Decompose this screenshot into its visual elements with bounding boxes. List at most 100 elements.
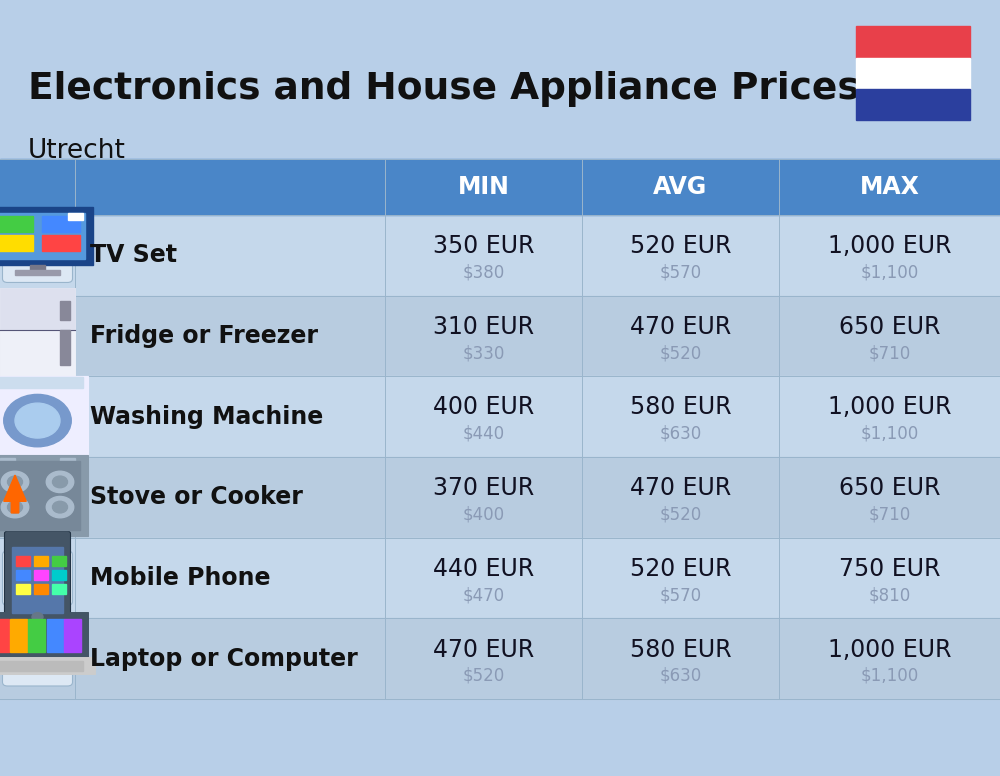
Bar — [0, 618, 1000, 699]
Text: 400 EUR: 400 EUR — [433, 396, 534, 419]
Circle shape — [15, 404, 60, 438]
FancyBboxPatch shape — [2, 551, 72, 605]
Bar — [68, 213, 82, 220]
Text: $440: $440 — [462, 424, 505, 443]
Text: $810: $810 — [868, 586, 911, 605]
Text: 350 EUR: 350 EUR — [433, 234, 534, 258]
Bar — [10, 619, 27, 652]
Bar — [0, 656, 95, 674]
Text: Laptop or Computer: Laptop or Computer — [90, 647, 358, 670]
Bar — [60, 301, 70, 320]
Circle shape — [32, 613, 43, 621]
Text: $1,100: $1,100 — [860, 263, 919, 282]
Bar — [34, 570, 48, 580]
Bar — [0, 455, 88, 536]
Text: Utrecht: Utrecht — [28, 138, 126, 165]
Circle shape — [52, 501, 68, 513]
Text: Mobile Phone: Mobile Phone — [90, 566, 270, 590]
Bar — [0, 213, 85, 259]
Bar — [0, 206, 92, 265]
Text: Fridge or Freezer: Fridge or Freezer — [90, 324, 318, 348]
Bar — [0, 377, 82, 387]
Bar — [34, 556, 48, 566]
Bar — [30, 265, 45, 271]
Text: $570: $570 — [659, 263, 702, 282]
Text: $400: $400 — [462, 505, 505, 524]
Text: $470: $470 — [462, 586, 505, 605]
Text: 520 EUR: 520 EUR — [630, 234, 731, 258]
FancyArrow shape — [4, 475, 26, 513]
Text: $630: $630 — [659, 424, 702, 443]
Text: 470 EUR: 470 EUR — [630, 315, 731, 338]
Bar — [0, 287, 75, 330]
Text: 650 EUR: 650 EUR — [839, 476, 940, 500]
Bar — [0, 619, 9, 652]
Bar — [0, 296, 1000, 376]
Text: TV Set: TV Set — [90, 244, 177, 267]
Bar — [0, 457, 1000, 538]
Bar — [60, 330, 70, 365]
Text: $710: $710 — [868, 344, 911, 362]
Text: 650 EUR: 650 EUR — [839, 315, 940, 338]
Bar — [34, 584, 48, 594]
Bar — [0, 538, 1000, 618]
FancyBboxPatch shape — [2, 309, 72, 363]
Text: $570: $570 — [659, 586, 702, 605]
Bar — [0, 376, 88, 459]
Text: 310 EUR: 310 EUR — [433, 315, 534, 338]
Bar — [15, 270, 60, 275]
Bar — [0, 235, 32, 251]
Bar — [0, 159, 1000, 215]
FancyBboxPatch shape — [2, 390, 72, 444]
Text: MAX: MAX — [860, 175, 919, 199]
Bar — [0, 460, 80, 530]
Text: $1,100: $1,100 — [860, 667, 919, 685]
Text: $1,100: $1,100 — [860, 424, 919, 443]
Bar — [52, 556, 66, 566]
Circle shape — [46, 471, 74, 493]
Bar — [16, 556, 30, 566]
Text: 750 EUR: 750 EUR — [839, 557, 940, 580]
Text: 1,000 EUR: 1,000 EUR — [828, 638, 951, 661]
Bar — [0, 215, 1000, 296]
Bar — [12, 547, 62, 613]
Text: 470 EUR: 470 EUR — [630, 476, 731, 500]
Text: MIN: MIN — [458, 175, 509, 199]
FancyBboxPatch shape — [2, 228, 72, 282]
Bar — [42, 216, 80, 232]
Bar — [52, 584, 66, 594]
Circle shape — [1, 497, 29, 518]
Text: 470 EUR: 470 EUR — [433, 638, 534, 661]
Text: $380: $380 — [462, 263, 505, 282]
Bar — [0, 216, 32, 232]
Bar — [0, 376, 1000, 457]
Bar — [16, 584, 30, 594]
Text: Electronics and House Appliance Prices: Electronics and House Appliance Prices — [28, 71, 860, 107]
Circle shape — [7, 476, 22, 487]
Bar — [856, 57, 970, 89]
Text: 580 EUR: 580 EUR — [630, 638, 731, 661]
Text: $330: $330 — [462, 344, 505, 362]
Text: 520 EUR: 520 EUR — [630, 557, 731, 580]
Bar — [16, 570, 30, 580]
FancyBboxPatch shape — [5, 531, 70, 629]
FancyBboxPatch shape — [2, 632, 72, 686]
Bar — [28, 619, 45, 652]
Text: 1,000 EUR: 1,000 EUR — [828, 396, 951, 419]
Bar — [0, 612, 88, 656]
Bar — [52, 570, 66, 580]
Circle shape — [52, 476, 68, 487]
Text: AVG: AVG — [653, 175, 708, 199]
Bar — [0, 660, 82, 671]
Text: Washing Machine: Washing Machine — [90, 405, 323, 428]
Text: $520: $520 — [659, 344, 702, 362]
Text: $520: $520 — [462, 667, 505, 685]
FancyBboxPatch shape — [2, 470, 72, 525]
Text: 370 EUR: 370 EUR — [433, 476, 534, 500]
Bar — [0, 459, 15, 463]
Bar — [64, 619, 81, 652]
Circle shape — [4, 394, 71, 447]
Text: $630: $630 — [659, 667, 702, 685]
Circle shape — [1, 471, 29, 493]
Bar — [42, 235, 80, 251]
